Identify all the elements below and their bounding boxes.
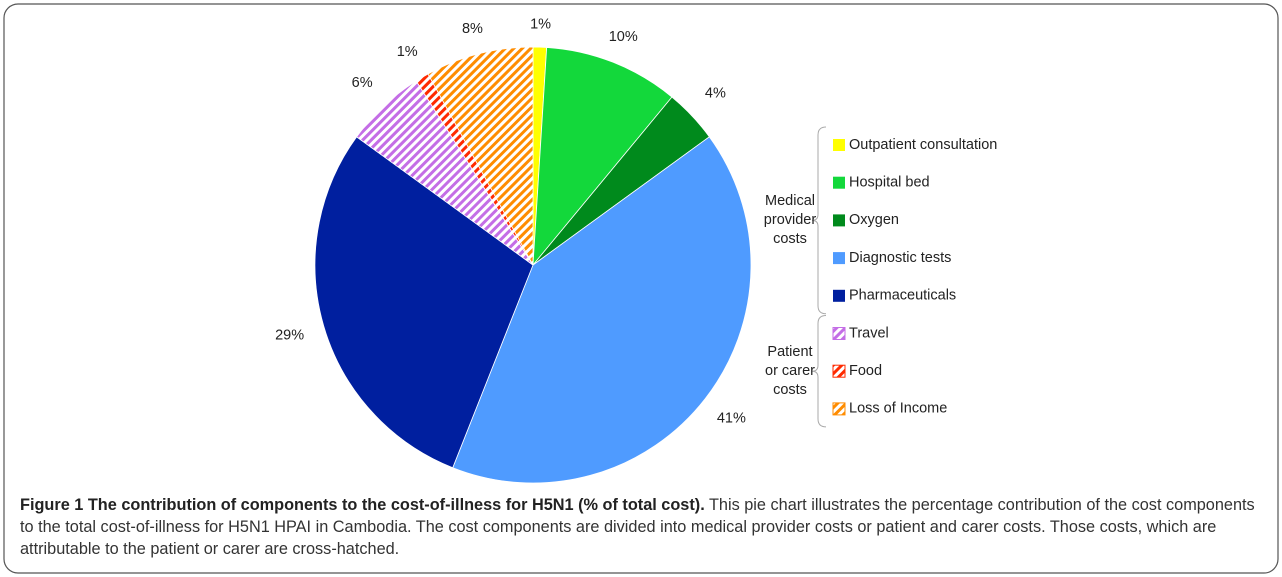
legend-label: Pharmaceuticals: [849, 288, 956, 304]
legend-swatch: [832, 402, 846, 416]
legend-group-label: or carer: [765, 363, 815, 379]
legend-swatch: [833, 252, 845, 265]
legend-swatch: [832, 364, 846, 378]
caption-text: This pie chart illustrates the percentag…: [20, 496, 1255, 558]
data-label: 1%: [397, 44, 418, 60]
legend-group-label: provider: [764, 212, 817, 228]
legend-label: Travel: [849, 325, 889, 341]
legend-label: Food: [849, 363, 882, 379]
data-label: 10%: [609, 29, 638, 45]
data-label: 29%: [275, 328, 304, 344]
legend-swatch: [833, 214, 845, 227]
figure-frame: [3, 3, 1279, 574]
data-label: 1%: [530, 17, 551, 33]
legend-label: Hospital bed: [849, 175, 930, 191]
legend-group-label: Patient: [767, 344, 812, 360]
pie-slice: [427, 46, 534, 266]
legend-swatch: [833, 176, 845, 189]
pie-slice: [452, 136, 752, 484]
data-label: 6%: [352, 75, 373, 91]
caption: Figure 1 The contribution of components …: [20, 494, 1270, 560]
legend-label: Diagnostic tests: [849, 250, 951, 266]
legend-group-label: costs: [773, 231, 807, 247]
legend-label: Outpatient consultation: [849, 137, 997, 153]
data-label: 4%: [705, 86, 726, 102]
legend-label: Loss of Income: [849, 401, 947, 417]
legend-brace: [811, 315, 827, 428]
legend-label: Oxygen: [849, 212, 899, 228]
data-label: 41%: [717, 411, 746, 427]
pie-slice: [532, 47, 673, 267]
legend-swatch: [833, 139, 845, 151]
data-label: 8%: [462, 21, 483, 37]
legend-group-label: costs: [773, 382, 807, 398]
pie-slice: [314, 136, 534, 469]
caption-title: Figure 1 The contribution of components …: [20, 496, 705, 514]
legend-swatch: [833, 289, 845, 302]
legend-brace: [811, 126, 827, 315]
legend-swatch: [832, 327, 846, 340]
legend-group-label: Medical: [765, 193, 815, 209]
